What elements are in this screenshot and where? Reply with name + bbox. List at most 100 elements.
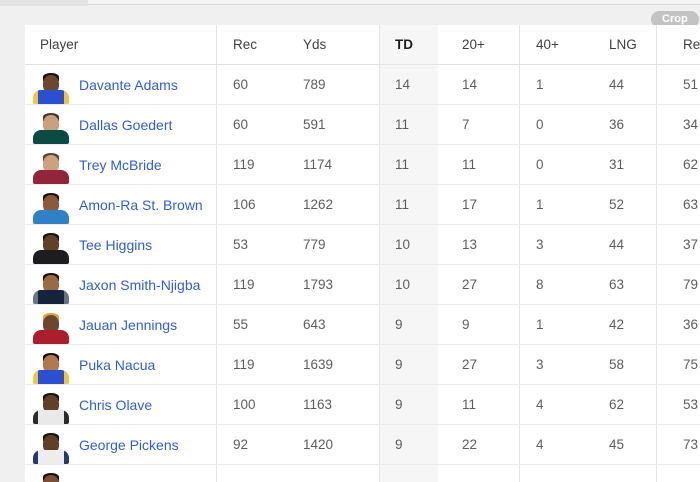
table-row: Tee Higgins 53 779 10 13 3 44 37: [25, 225, 700, 265]
avatar-jersey: [33, 290, 69, 304]
player-name-link[interactable]: Jauan Jennings: [79, 316, 178, 333]
cell-rec: 53: [233, 237, 249, 252]
receiving-stats-table: Player Rec Yds TD 20+ 40+ LNG Re Davante…: [25, 25, 700, 482]
player-name-link[interactable]: Chris Olave: [79, 396, 153, 413]
header-td-sorted[interactable]: TD: [380, 25, 438, 64]
browser-edge-right: [88, 0, 700, 5]
cell-lng: 58: [593, 345, 657, 384]
table-row: Davante Adams 60 789 14 14 1 44 51: [25, 65, 700, 105]
cell-yds: [280, 465, 380, 482]
cell-rec: 119: [233, 277, 255, 292]
cell-td: 9: [380, 345, 438, 384]
cell-yds: 1639: [280, 345, 380, 384]
table-row: [25, 465, 700, 482]
header-re-truncated[interactable]: Re: [683, 37, 700, 52]
avatar-jersey: [33, 370, 69, 384]
cell-40plus: 1: [536, 77, 544, 92]
cell-20plus: 27: [438, 345, 520, 384]
player-headshot-image: [33, 67, 69, 104]
avatar-jersey: [33, 330, 69, 344]
avatar-face: [43, 315, 59, 333]
player-headshot-image: [33, 147, 69, 184]
cell-lng: 62: [593, 385, 657, 424]
avatar-face: [43, 435, 59, 453]
cell-yds: 779: [280, 225, 380, 264]
player-headshot-image: [33, 187, 69, 224]
table-row: George Pickens 92 1420 9 22 4 45 73: [25, 425, 700, 465]
header-yds[interactable]: Yds: [280, 25, 380, 64]
crop-button[interactable]: Crop: [651, 11, 699, 28]
cell-lng: 36: [593, 105, 657, 144]
player-headshot-image: [33, 107, 69, 144]
cell-td: [380, 465, 438, 482]
table-header-row: Player Rec Yds TD 20+ 40+ LNG Re: [25, 25, 700, 65]
header-lng[interactable]: LNG: [593, 25, 657, 64]
player-name-link[interactable]: Tee Higgins: [79, 236, 153, 253]
header-20plus[interactable]: 20+: [438, 25, 520, 64]
cell-re: 51: [683, 77, 699, 92]
table-row: Amon-Ra St. Brown 106 1262 11 17 1 52 63: [25, 185, 700, 225]
cell-lng: 42: [593, 305, 657, 344]
cell-td: 10: [380, 225, 438, 264]
header-rec[interactable]: Rec: [233, 37, 258, 52]
cell-td: 9: [380, 305, 438, 344]
cell-20plus: 11: [438, 385, 520, 424]
player-name-link[interactable]: George Pickens: [79, 436, 179, 453]
browser-edge-left: [0, 0, 88, 6]
avatar-face: [43, 75, 59, 93]
cell-40plus: 1: [536, 197, 544, 212]
player-headshot-image: [33, 267, 69, 304]
avatar-jersey: [33, 250, 69, 264]
player-name-link[interactable]: Dallas Goedert: [79, 116, 173, 133]
cell-yds: 1262: [280, 185, 380, 224]
player-name-link[interactable]: Puka Nacua: [79, 356, 156, 373]
cell-lng: 44: [593, 225, 657, 264]
cell-20plus: 9: [438, 305, 520, 344]
cell-20plus: [438, 465, 520, 482]
header-40plus[interactable]: 40+: [536, 37, 559, 52]
cell-yds: 1174: [280, 145, 380, 184]
player-headshot-image: [33, 227, 69, 264]
player-cell: Jaxon Smith-Njigba: [25, 265, 217, 304]
cell-20plus: 17: [438, 185, 520, 224]
cell-yds: 591: [280, 105, 380, 144]
player-name-link[interactable]: Davante Adams: [79, 76, 178, 93]
player-name-link[interactable]: Jaxon Smith-Njigba: [79, 276, 201, 293]
player-headshot-image: [33, 427, 69, 464]
player-headshot-image: [33, 347, 69, 384]
cell-yds: 1163: [280, 385, 380, 424]
table-row: Jaxon Smith-Njigba 119 1793 10 27 8 63 7…: [25, 265, 700, 305]
player-headshot-image: [33, 307, 69, 344]
cell-20plus: 11: [438, 145, 520, 184]
avatar-jersey: [33, 130, 69, 144]
player-name-link[interactable]: Trey McBride: [79, 156, 162, 173]
cell-re: 36: [683, 317, 699, 332]
cell-td: 11: [380, 185, 438, 224]
cell-lng: 63: [593, 265, 657, 304]
cell-lng: 45: [593, 425, 657, 464]
cell-40plus: 4: [536, 397, 544, 412]
header-player[interactable]: Player: [25, 25, 217, 64]
player-cell: Trey McBride: [25, 145, 217, 184]
avatar-face: [43, 395, 59, 413]
cell-re: 63: [683, 197, 699, 212]
cell-td: 9: [380, 425, 438, 464]
cell-40plus: 1: [536, 317, 544, 332]
cell-yds: 789: [280, 65, 380, 104]
cell-rec: 92: [233, 437, 249, 452]
cell-rec: 55: [233, 317, 249, 332]
avatar-face: [43, 275, 59, 293]
cell-rec: 119: [233, 357, 255, 372]
cell-yds: 1420: [280, 425, 380, 464]
cell-td: 10: [380, 265, 438, 304]
cell-20plus: 14: [438, 65, 520, 104]
cell-40plus: [520, 465, 593, 482]
cell-td: 14: [380, 65, 438, 104]
avatar-jersey: [33, 210, 69, 224]
player-cell: Jauan Jennings: [25, 305, 217, 344]
cell-td: 9: [380, 385, 438, 424]
table-row: Jauan Jennings 55 643 9 9 1 42 36: [25, 305, 700, 345]
table-row: Puka Nacua 119 1639 9 27 3 58 75: [25, 345, 700, 385]
player-name-link[interactable]: Amon-Ra St. Brown: [79, 196, 203, 213]
player-cell: Tee Higgins: [25, 225, 217, 264]
